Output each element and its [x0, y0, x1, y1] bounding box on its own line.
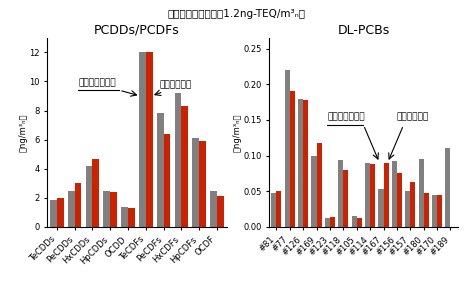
Title: DL-PCBs: DL-PCBs [337, 24, 389, 37]
Text: ダイオアナ法: ダイオアナ法 [160, 81, 192, 90]
Y-axis label: （ng/m³ₙ）: （ng/m³ₙ） [233, 113, 242, 152]
Bar [290, 91, 295, 227]
Bar [57, 198, 64, 227]
Bar [298, 98, 303, 227]
Bar [325, 219, 330, 227]
Bar [181, 106, 188, 227]
Bar [446, 148, 450, 227]
Bar [379, 189, 384, 227]
Bar [432, 195, 437, 227]
Bar [199, 141, 206, 227]
Bar [312, 156, 317, 227]
Bar [370, 164, 375, 227]
Bar [146, 52, 152, 227]
Bar [405, 191, 410, 227]
Bar [397, 173, 402, 227]
Bar [163, 134, 170, 227]
Bar [437, 195, 442, 227]
Bar [365, 163, 370, 227]
Bar [128, 208, 135, 227]
Bar [419, 159, 424, 227]
Bar [330, 217, 335, 227]
Bar [68, 191, 75, 227]
Bar [192, 138, 199, 227]
Y-axis label: （ng/m³ₙ）: （ng/m³ₙ） [19, 113, 28, 152]
Bar [410, 182, 415, 227]
Bar [392, 161, 397, 227]
Title: PCDDs/PCDFs: PCDDs/PCDFs [94, 24, 180, 37]
Bar [285, 70, 290, 227]
Bar [50, 200, 57, 227]
Text: インピンジャ法: インピンジャ法 [78, 78, 116, 87]
Bar [110, 192, 117, 227]
Bar [352, 216, 357, 227]
Bar [86, 166, 93, 227]
Text: インピンジャ法: インピンジャ法 [327, 112, 365, 121]
Bar [317, 143, 321, 227]
Bar [343, 170, 348, 227]
Bar [139, 52, 146, 227]
Bar [424, 194, 429, 227]
Bar [277, 191, 281, 227]
Text: （ダイオキシン類　1.2ng-TEQ/m³ₙ）: （ダイオキシン類 1.2ng-TEQ/m³ₙ） [167, 9, 305, 19]
Bar [210, 191, 217, 227]
Bar [217, 196, 224, 227]
Bar [121, 207, 128, 227]
Bar [338, 160, 343, 227]
Bar [93, 159, 99, 227]
Bar [157, 113, 163, 227]
Bar [175, 93, 181, 227]
Bar [75, 183, 82, 227]
Bar [303, 100, 308, 227]
Bar [357, 219, 362, 227]
Bar [103, 191, 110, 227]
Text: ダイオアナ法: ダイオアナ法 [397, 112, 429, 121]
Bar [384, 163, 388, 227]
Bar [271, 193, 277, 227]
